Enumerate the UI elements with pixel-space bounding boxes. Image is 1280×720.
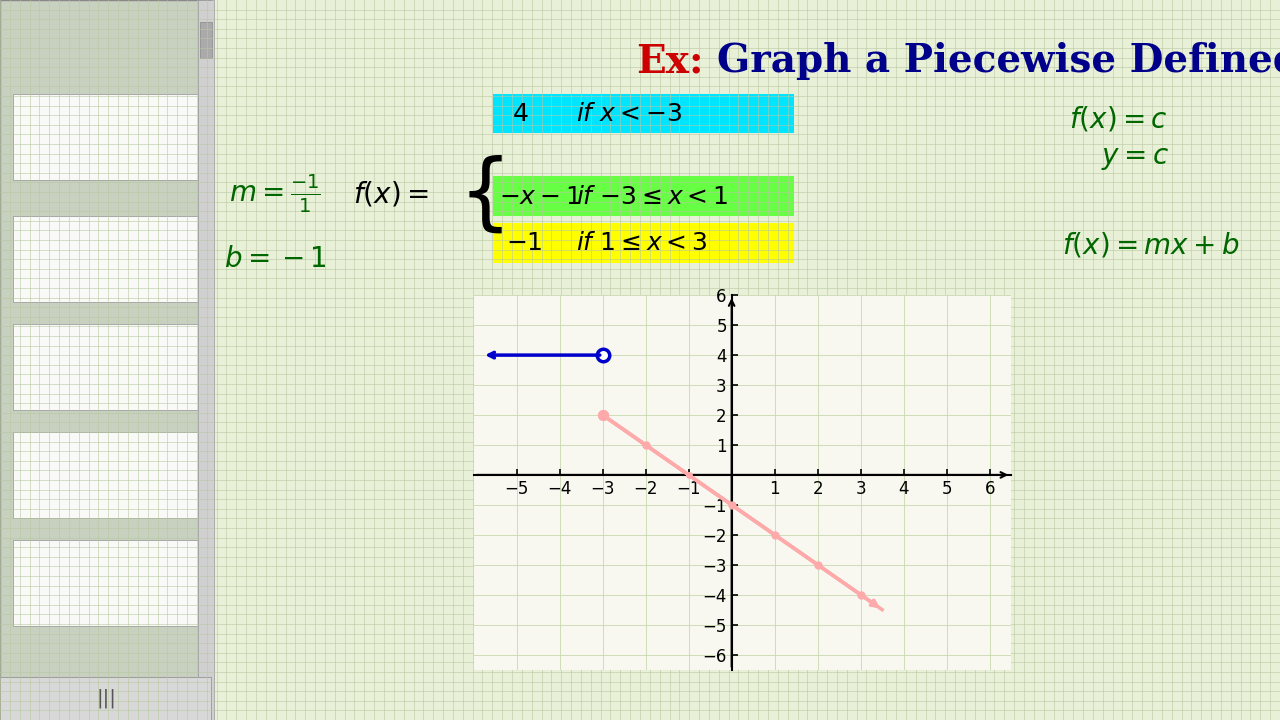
Text: if $x < -3$: if $x < -3$	[576, 102, 682, 126]
Text: $f(x) = c$: $f(x) = c$	[1069, 104, 1167, 133]
Bar	[198, 0, 214, 720]
Text: $b = -1$: $b = -1$	[224, 246, 326, 273]
Text: $m = \frac{-1}{1}$: $m = \frac{-1}{1}$	[229, 174, 321, 215]
Text: |||: |||	[96, 688, 116, 708]
Text: if $1 \leq x < 3$: if $1 \leq x < 3$	[576, 231, 708, 256]
Bar	[13, 94, 198, 180]
Bar	[493, 176, 794, 216]
Text: Graph a Piecewise Defined Function: Graph a Piecewise Defined Function	[717, 42, 1280, 80]
Bar	[0, 0, 211, 720]
Bar	[493, 223, 794, 263]
Text: $f(x) =$: $f(x) =$	[352, 180, 429, 209]
Bar	[493, 94, 794, 133]
Bar	[0, 677, 211, 720]
Text: if $-3 \leq x < 1$: if $-3 \leq x < 1$	[576, 184, 728, 209]
Text: $4$: $4$	[512, 102, 529, 126]
Text: $-x-1$: $-x-1$	[499, 184, 581, 209]
Bar	[200, 22, 212, 58]
Text: $\{$: $\{$	[458, 153, 502, 235]
Bar	[13, 432, 198, 518]
Text: Ex:: Ex:	[636, 42, 704, 80]
Text: $f(x) = mx + b$: $f(x) = mx + b$	[1062, 230, 1240, 259]
Text: $-1$: $-1$	[506, 231, 543, 256]
Bar	[13, 540, 198, 626]
Bar	[13, 216, 198, 302]
Bar	[13, 324, 198, 410]
Text: $y = c$: $y = c$	[1101, 145, 1169, 172]
